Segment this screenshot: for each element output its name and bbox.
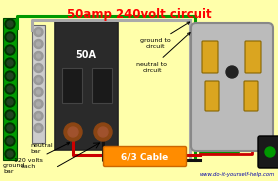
Bar — [32, 25, 45, 143]
Text: neutral
bar: neutral bar — [30, 143, 53, 154]
Circle shape — [7, 125, 13, 131]
Circle shape — [68, 127, 78, 137]
Circle shape — [34, 64, 43, 73]
Text: 50amp 240volt circuit: 50amp 240volt circuit — [67, 8, 211, 21]
Text: 50A: 50A — [76, 50, 96, 60]
Circle shape — [34, 111, 43, 121]
Circle shape — [5, 58, 15, 68]
Circle shape — [34, 123, 43, 132]
Circle shape — [34, 87, 43, 96]
Circle shape — [5, 32, 15, 42]
Circle shape — [5, 110, 15, 120]
Circle shape — [36, 114, 41, 118]
Circle shape — [36, 126, 41, 130]
Circle shape — [34, 75, 43, 85]
Circle shape — [5, 45, 15, 55]
Circle shape — [36, 42, 41, 46]
Circle shape — [7, 151, 13, 157]
Text: www.do-it-yourself-help.com: www.do-it-yourself-help.com — [200, 172, 275, 177]
Circle shape — [265, 147, 275, 157]
Text: neutral to
circuit: neutral to circuit — [136, 33, 190, 73]
Circle shape — [98, 127, 108, 137]
Bar — [92, 68, 112, 103]
Circle shape — [64, 123, 82, 141]
Circle shape — [7, 112, 13, 118]
Circle shape — [7, 99, 13, 105]
Circle shape — [36, 30, 41, 34]
Circle shape — [5, 136, 15, 146]
Circle shape — [94, 123, 112, 141]
FancyBboxPatch shape — [244, 81, 258, 111]
Circle shape — [36, 90, 41, 94]
Text: 120 volts
each: 120 volts each — [14, 143, 70, 169]
Circle shape — [226, 66, 238, 78]
Circle shape — [7, 60, 13, 66]
Circle shape — [7, 86, 13, 92]
Circle shape — [7, 47, 13, 53]
Circle shape — [5, 84, 15, 94]
Text: ground
bar: ground bar — [3, 163, 25, 174]
FancyBboxPatch shape — [103, 146, 187, 167]
Circle shape — [5, 19, 15, 29]
Circle shape — [5, 71, 15, 81]
Circle shape — [36, 66, 41, 70]
Text: 6/3 Cable: 6/3 Cable — [121, 153, 169, 161]
Circle shape — [34, 28, 43, 37]
Circle shape — [34, 100, 43, 108]
Bar — [3, 18, 17, 160]
Circle shape — [7, 138, 13, 144]
FancyBboxPatch shape — [202, 41, 218, 73]
Text: ground to
circuit: ground to circuit — [140, 22, 190, 49]
Circle shape — [34, 52, 43, 60]
FancyBboxPatch shape — [191, 23, 273, 151]
Circle shape — [7, 34, 13, 40]
Circle shape — [5, 123, 15, 133]
Circle shape — [36, 78, 41, 82]
Circle shape — [7, 73, 13, 79]
Circle shape — [7, 21, 13, 27]
FancyBboxPatch shape — [245, 41, 261, 73]
Circle shape — [36, 102, 41, 106]
Bar — [55, 22, 118, 150]
FancyBboxPatch shape — [205, 81, 219, 111]
Bar — [62, 68, 82, 103]
FancyBboxPatch shape — [258, 136, 278, 168]
Circle shape — [36, 54, 41, 58]
Circle shape — [5, 149, 15, 159]
Circle shape — [5, 97, 15, 107]
Circle shape — [34, 39, 43, 49]
